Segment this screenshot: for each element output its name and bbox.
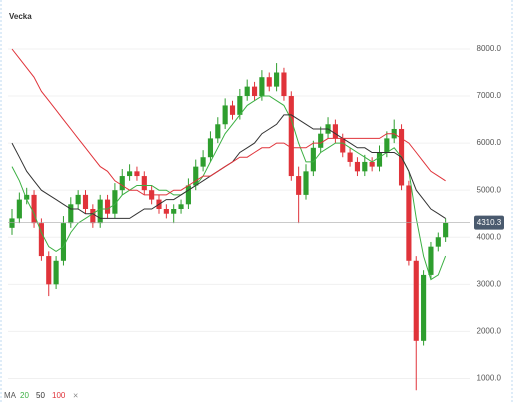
candle-body [38,223,44,257]
candle-body [303,171,309,195]
candle-body [53,260,59,285]
candle-body [288,96,294,177]
y-tick-label: 3000.0 [477,279,502,288]
candle-body [46,256,52,285]
candle-body [104,199,111,214]
chart-title: Vecka [9,12,32,21]
candle-body [193,166,199,186]
candle-body [251,86,258,97]
candle-body [421,274,427,341]
candle-body [90,209,96,224]
last-price-label: 4310.3 [477,218,502,227]
y-tick-label: 1000.0 [477,374,502,383]
candle-body [340,138,346,153]
y-tick-label: 2000.0 [477,327,502,336]
candle-body [16,199,22,219]
candle-body [296,176,302,195]
candle-body [127,171,133,177]
y-tick-label: 6000.0 [477,138,502,147]
candle-body [112,190,118,214]
legend-entry: 100 [52,391,66,400]
y-tick-label: 7000.0 [477,91,502,100]
candle-body [171,209,177,214]
y-tick-label: 8000.0 [477,44,502,53]
candle-body [237,96,243,115]
candle-body [428,246,434,275]
candle-body [274,72,280,87]
candle-body [318,133,324,148]
candle-body [362,161,368,172]
candle-body [185,185,191,205]
legend-close[interactable]: × [73,390,78,400]
candle-body [60,223,67,261]
candle-body [354,161,361,172]
candle-body [347,152,353,162]
y-tick-label: 4000.0 [477,232,502,241]
candle-body [443,222,449,238]
candle-body [75,194,81,205]
candle-body [435,237,441,247]
candle-body [68,204,74,224]
candle-body [266,77,272,87]
candle-body [259,77,265,97]
legend-entry: 50 [36,391,45,400]
candle-body [82,194,89,210]
candle-body [406,185,412,261]
candle-body [141,176,147,191]
candle-body [384,138,390,153]
candle-body [200,157,206,167]
candle-body [369,161,375,167]
candle-body [134,171,140,177]
candle-body [97,199,103,224]
ma-line [11,95,447,281]
candle-body [9,218,15,228]
candle-body [281,72,287,97]
candle-body [207,138,214,158]
candle-body [178,204,184,210]
candle-body [244,86,250,97]
ma-line [11,48,446,196]
last-price-box [474,215,504,230]
y-tick-label: 5000.0 [477,185,502,194]
candle-body [222,105,228,125]
candle-body [310,147,316,172]
candle-body [376,152,383,167]
candle-body [413,260,419,341]
legend-title: MA [4,391,17,400]
candle-body [31,194,37,224]
candle-body [332,124,338,139]
candle-body [163,209,169,214]
candle-body [24,194,30,200]
candle-body [119,176,125,191]
candle-body [215,124,221,139]
legend-entry: 20 [20,391,29,400]
candle-body [229,105,236,115]
